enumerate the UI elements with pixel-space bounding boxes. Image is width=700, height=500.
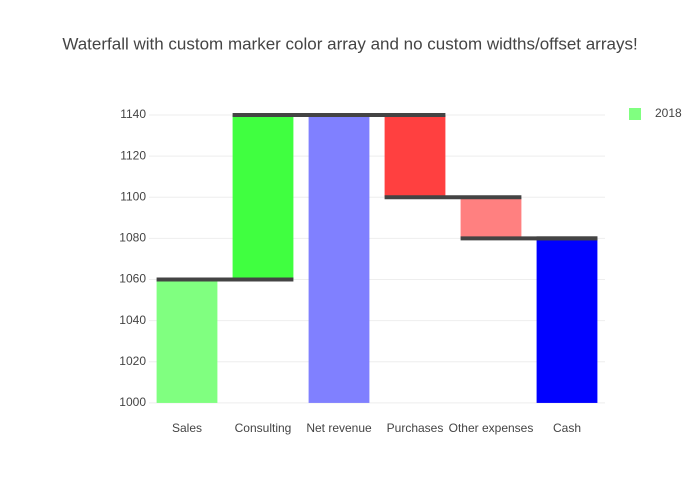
y-tick-label: 1000 [119, 395, 146, 409]
bar [232, 115, 294, 280]
legend-swatch [629, 108, 641, 120]
x-tick-label: Cash [553, 421, 581, 435]
y-tick-label: 1100 [120, 189, 146, 203]
y-tick-label: 1080 [119, 231, 146, 245]
bar [156, 279, 218, 403]
bar [460, 197, 522, 239]
y-tick-label: 1120 [120, 148, 146, 162]
y-tick-label: 1020 [119, 354, 146, 368]
x-tick-label: Sales [172, 421, 202, 435]
bar [384, 115, 446, 198]
chart-title: Waterfall with custom marker color array… [62, 34, 637, 53]
bar [536, 238, 598, 403]
y-tick-label: 1140 [120, 107, 146, 121]
y-tick-label: 1040 [119, 313, 146, 327]
legend-label: 2018 [655, 106, 682, 120]
y-tick-label: 1060 [119, 272, 146, 286]
x-tick-label: Consulting [235, 421, 292, 435]
x-tick-label: Purchases [387, 421, 444, 435]
bar [308, 115, 370, 403]
x-tick-label: Net revenue [306, 421, 372, 435]
x-tick-label: Other expenses [449, 421, 534, 435]
